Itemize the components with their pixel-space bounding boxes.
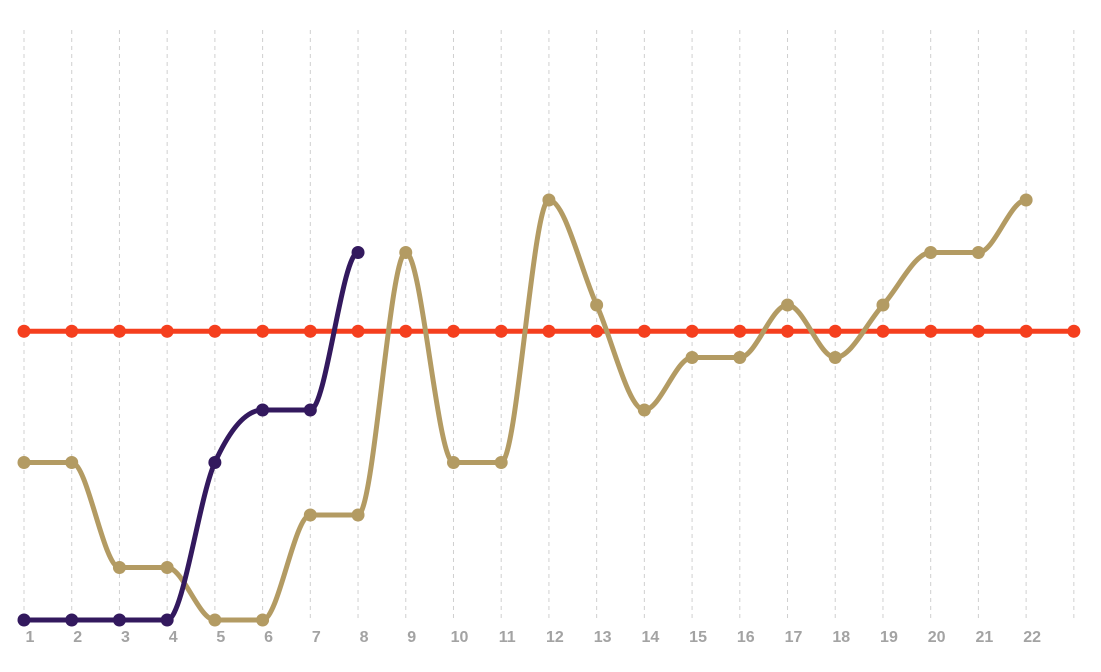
series-2-point-13 [590,298,604,312]
series-1-point-4 [160,324,174,338]
x-tick-label: 21 [976,629,994,646]
series-1-point-8 [351,324,365,338]
series-3-point-4 [160,613,174,627]
x-tick-label: 7 [312,629,321,646]
x-tick-label: 1 [26,629,35,646]
series-2-point-8 [351,508,365,522]
series-1-point-16 [733,324,747,338]
series-2-point-7 [303,508,317,522]
x-tick-label: 2 [73,629,82,646]
series-2-point-15 [685,351,699,364]
x-tick-label: 15 [689,629,707,646]
series-1-point-1 [17,324,31,338]
x-tick-label: 3 [121,629,130,646]
x-axis-ticks: 1 2 3 4 5 6 7 8 9 10 11 12 13 14 15 16 17 18 19 20 21 22 [26,629,1042,646]
series-1-point-11 [494,324,508,338]
series-1-point-20 [924,324,938,338]
series-1-point-14 [637,324,651,338]
series-1-point-17 [781,324,795,338]
series-3-point-1 [17,613,31,627]
series-1-point-23 [1067,324,1081,338]
x-tick-label: 17 [785,629,803,646]
series-1-point-7 [303,324,317,338]
series-1-point-21 [971,324,985,338]
series-2-point-1 [17,456,31,469]
x-tick-label: 16 [737,629,755,646]
series-1-point-13 [590,324,604,338]
series-1-point-9 [399,324,413,338]
series-layer [17,193,1081,627]
series-3-point-5 [208,456,222,469]
series-2-point-22 [1019,193,1033,207]
series-2-point-5 [208,613,222,627]
series-1-point-22 [1019,324,1033,338]
series-3-point-6 [256,403,270,417]
series-1-point-18 [828,324,842,338]
series-3-point-7 [303,403,317,417]
series-2-point-3 [112,561,126,574]
x-tick-label: 5 [216,629,225,646]
series-1-point-3 [112,324,126,338]
series-1-point-10 [446,324,460,338]
series-2-point-21 [971,246,985,259]
x-tick-label: 12 [546,629,564,646]
series-2-point-6 [256,613,270,627]
series-2-point-20 [924,246,938,259]
series-1-point-19 [876,324,890,338]
series-2-point-2 [65,456,79,469]
x-tick-label: 10 [451,629,469,646]
x-tick-label: 18 [832,629,850,646]
x-tick-label: 14 [641,629,659,646]
series-1-point-2 [65,324,79,338]
series-2-point-4 [160,561,174,574]
x-tick-label: 11 [499,629,516,646]
series-2-line [21,197,1029,623]
series-3-point-8 [351,246,365,259]
series-2-point-19 [876,298,890,312]
series-2-point-17 [781,298,795,312]
series-2-point-12 [542,193,556,207]
series-3-point-3 [112,613,126,627]
x-tick-label: 6 [264,629,273,646]
series-1-point-12 [542,324,556,338]
x-tick-label: 9 [407,629,416,646]
series-1-point-5 [208,324,222,338]
x-tick-label: 8 [360,629,369,646]
series-3-line [21,250,361,623]
series-1-point-6 [256,324,270,338]
series-2-point-10 [446,456,460,469]
series-2-point-18 [828,351,842,364]
series-2-point-9 [399,246,413,259]
series-3-point-2 [65,613,79,627]
x-tick-label: 22 [1023,629,1041,646]
series-1-point-15 [685,324,699,338]
series-2-point-16 [733,351,747,364]
series-2-point-14 [637,403,651,417]
series-2-point-11 [494,456,508,469]
x-tick-label: 19 [880,629,898,646]
x-tick-label: 20 [928,629,946,646]
x-tick-label: 13 [594,629,612,646]
x-tick-label: 4 [169,629,178,646]
